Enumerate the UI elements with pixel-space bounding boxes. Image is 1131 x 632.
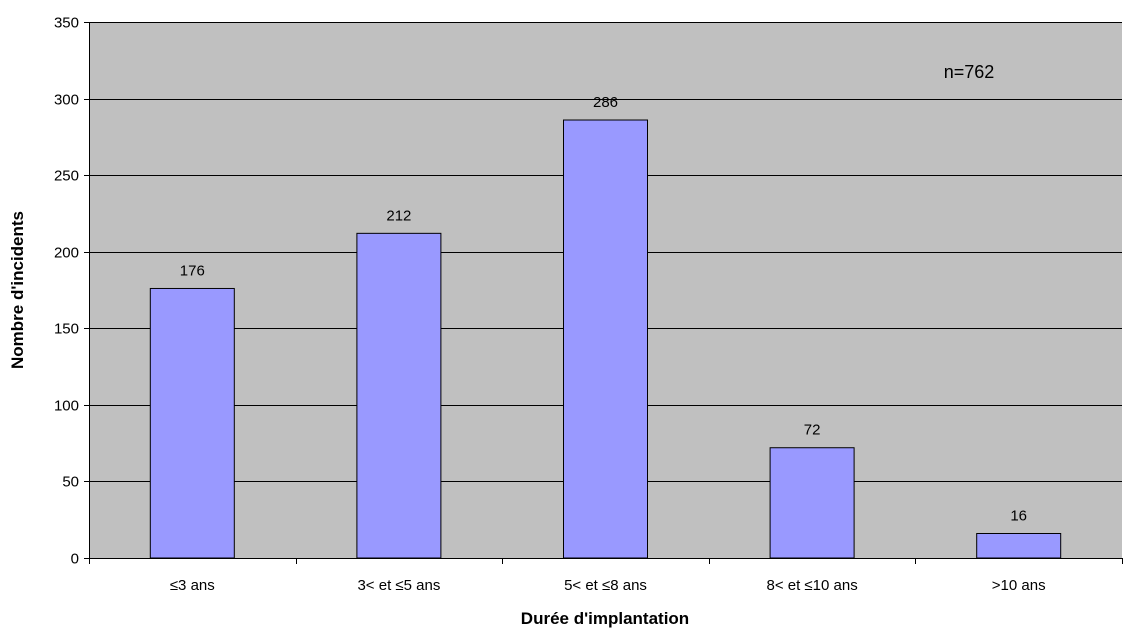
data-label: 212 — [386, 207, 411, 224]
y-axis-title: Nombre d'incidents — [8, 211, 27, 369]
data-label: 72 — [804, 422, 821, 439]
y-tick-label: 150 — [54, 321, 79, 338]
x-tick-label: 3< et ≤5 ans — [357, 577, 440, 594]
tick-labels: 0 50 100 150 200 250 300 350 ≤3 ans 3< et ≤5 ans 5… — [54, 15, 1046, 595]
y-tick-label: 200 — [54, 245, 79, 262]
bar — [563, 119, 648, 559]
bar — [769, 447, 855, 559]
x-tick-label: ≤3 ans — [170, 577, 215, 594]
y-tick-label: 0 — [71, 551, 79, 568]
y-tick-label: 100 — [54, 398, 79, 415]
bar — [976, 532, 1062, 559]
y-tick-label: 50 — [62, 474, 79, 491]
bar — [149, 287, 235, 559]
y-tick-label: 350 — [54, 15, 79, 32]
x-tick-label: >10 ans — [992, 577, 1046, 594]
data-label: 16 — [1010, 507, 1027, 524]
axes — [84, 22, 1123, 564]
data-labels: 176 212 286 72 16 — [180, 94, 1027, 524]
bar — [356, 232, 442, 559]
x-tick-label: 8< et ≤10 ans — [766, 577, 857, 594]
x-tick-label: 5< et ≤8 ans — [564, 577, 647, 594]
y-tick-label: 250 — [54, 168, 79, 185]
data-label: 176 — [180, 262, 205, 279]
x-axis-title: Durée d'implantation — [521, 609, 689, 628]
data-label: 286 — [593, 94, 618, 111]
y-tick-label: 300 — [54, 92, 79, 109]
annotation-n: n=762 — [944, 62, 995, 82]
